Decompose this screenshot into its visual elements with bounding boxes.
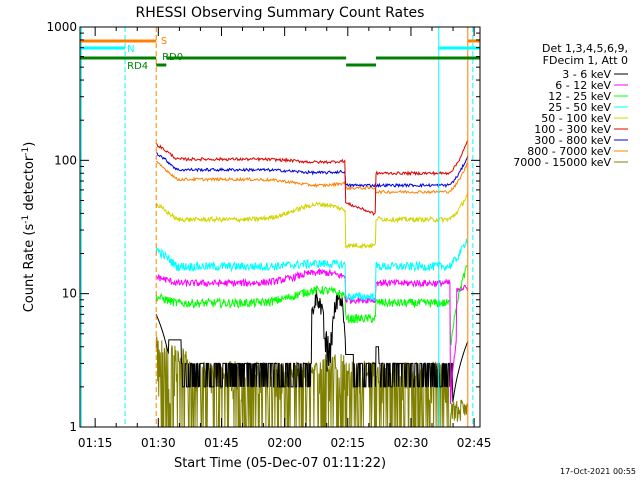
- series-100-300-kev: [155, 140, 469, 216]
- y-axis-label-end: ): [22, 142, 37, 147]
- y-tick-label: 1: [69, 420, 77, 434]
- legend-label: 800 - 7000 keV: [527, 145, 611, 158]
- series-50-100-kev: [155, 192, 469, 250]
- x-tick-label: 01:15: [78, 436, 113, 450]
- y-tick-label: 10: [62, 287, 77, 301]
- x-tick-label: 02:30: [394, 436, 429, 450]
- x-axis-label: Start Time (05-Dec-07 01:11:22): [174, 456, 386, 471]
- series-3-6-kev: [155, 289, 469, 403]
- chart-title: RHESSI Observing Summary Count Rates: [136, 5, 425, 21]
- legend-header-line-1: Det 1,3,4,5,6,9,: [542, 42, 628, 55]
- series-800-7000-kev: [156, 160, 468, 195]
- legend-label: 50 - 100 keV: [541, 112, 611, 125]
- flag-label: N: [127, 44, 134, 55]
- legend-label: 12 - 25 keV: [548, 90, 611, 103]
- flag-layer: S N RD4 RD0: [80, 27, 480, 427]
- x-tick-label: 02:15: [330, 436, 365, 450]
- y-axis-label-main: Count Rate (s: [22, 224, 37, 313]
- series-layer: [155, 140, 469, 428]
- legend: Det 1,3,4,5,6,9, FDecim 1, Att 0 3 - 6 k…: [513, 42, 628, 169]
- legend-label: 3 - 6 keV: [562, 68, 611, 81]
- y-tick-label: 1000: [46, 20, 77, 34]
- legend-label: 300 - 800 keV: [534, 134, 611, 147]
- series-7000-15000-kev: [155, 336, 469, 428]
- series-25-50-kev: [155, 238, 468, 302]
- y-axis-label-sup2: -1: [21, 147, 31, 156]
- legend-label: 6 - 12 keV: [555, 79, 611, 92]
- y-tick-label: 100: [54, 153, 77, 167]
- x-tick-label: 01:30: [141, 436, 176, 450]
- y-axis-label-mid: detector: [22, 155, 37, 215]
- legend-label: 7000 - 15000 keV: [513, 156, 611, 169]
- footer-date: 17-Oct-2021 00:55: [560, 467, 636, 476]
- x-tick-label: 02:00: [267, 436, 302, 450]
- plot-frame: [79, 26, 481, 428]
- flag-label: RD0: [162, 52, 183, 63]
- flag-label: S: [161, 36, 167, 47]
- legend-header-line-2: FDecim 1, Att 0: [543, 54, 628, 67]
- flag-label: RD4: [127, 61, 148, 72]
- series-300-800-kev: [156, 152, 469, 189]
- legend-label: 25 - 50 keV: [548, 101, 611, 114]
- x-tick-label: 02:45: [457, 436, 492, 450]
- tick-layer: 01:15 01:30 01:45 02:00 02:15 02:30 02:45 1 10 10…: [46, 20, 491, 450]
- series-6-12-kev: [155, 268, 469, 404]
- legend-label: 100 - 300 keV: [534, 123, 611, 136]
- series-12-25-kev: [155, 264, 468, 346]
- x-tick-label: 01:45: [204, 436, 239, 450]
- y-axis-label-sup1: -1: [21, 215, 31, 224]
- y-axis-label: Count Rate (s-1 detector-1): [21, 142, 37, 313]
